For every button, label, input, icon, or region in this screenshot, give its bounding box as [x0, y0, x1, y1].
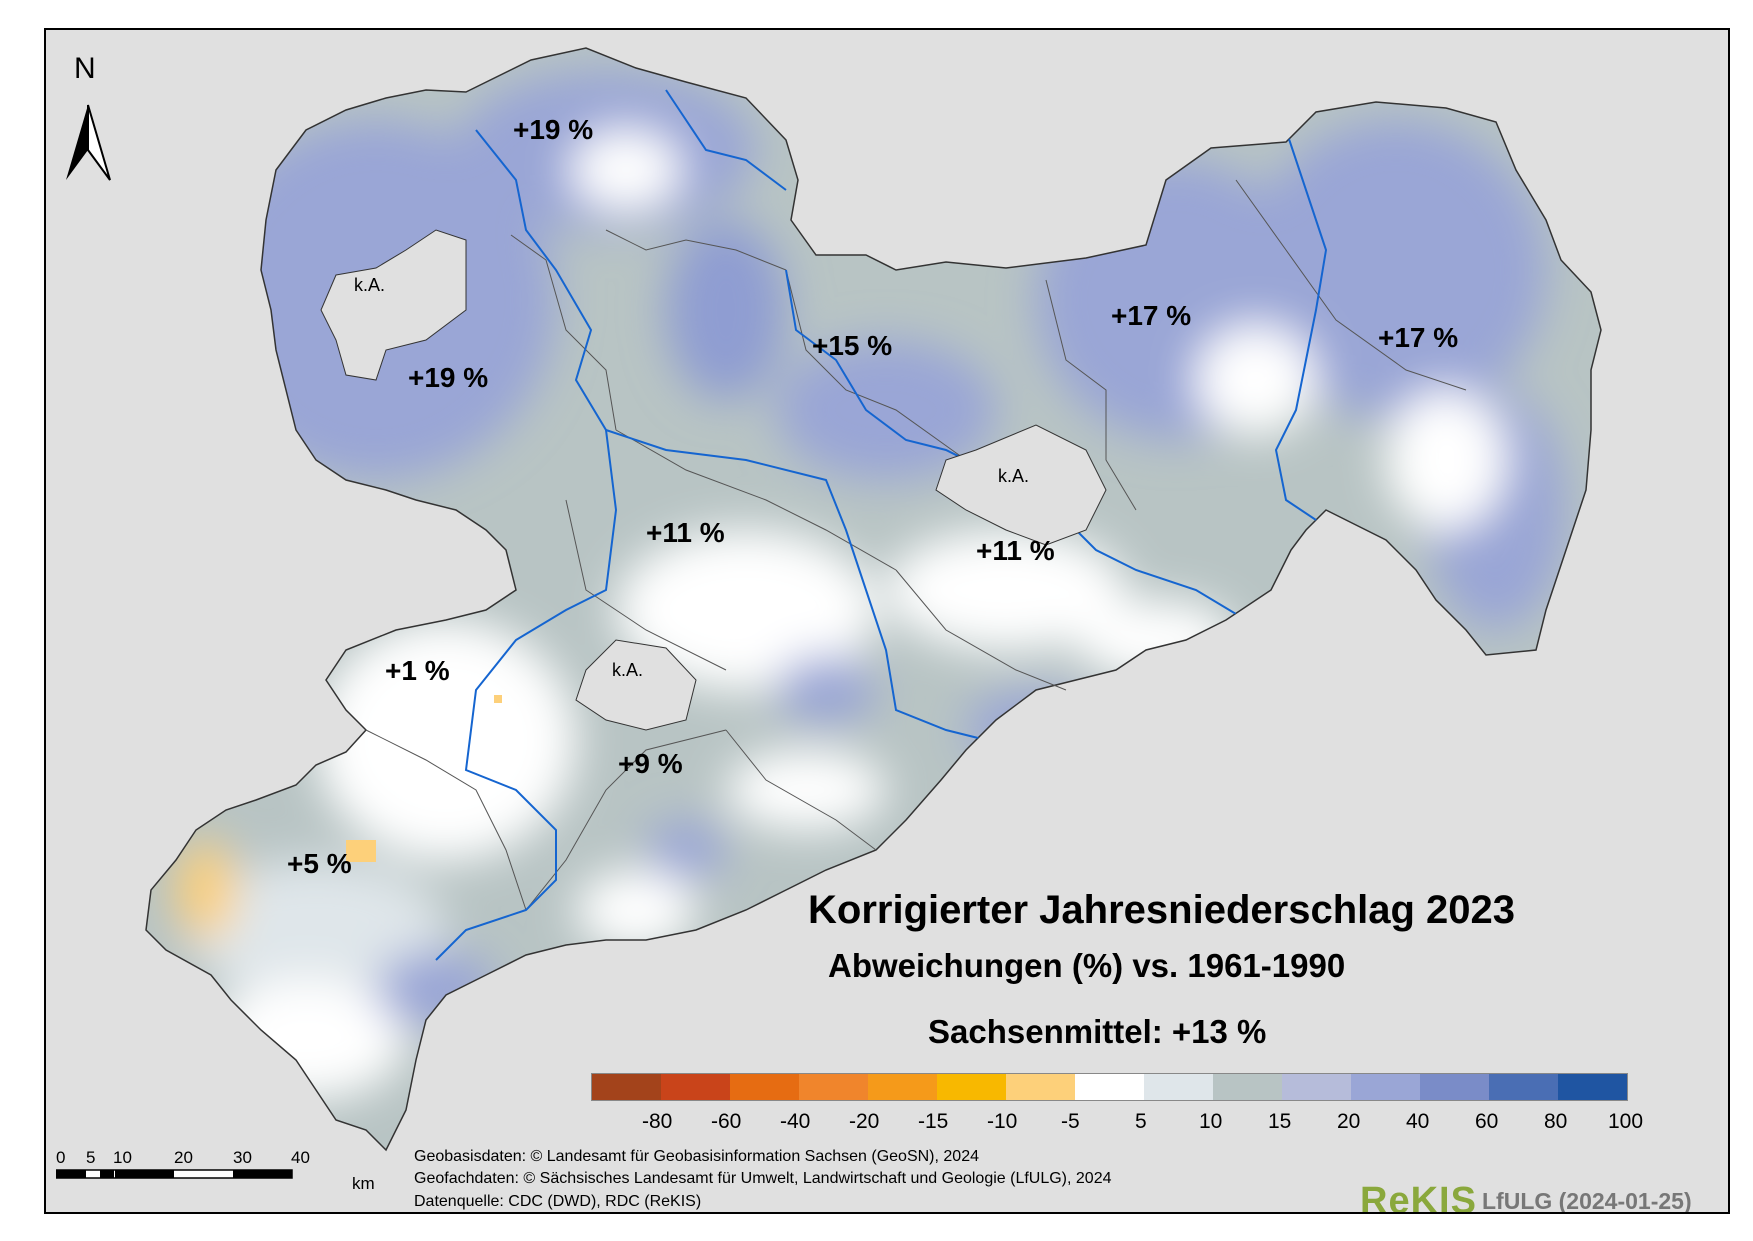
- legend-tick: 80: [1544, 1110, 1568, 1133]
- legend-tick: 40: [1406, 1110, 1430, 1133]
- no-data-label: k.A.: [612, 660, 644, 680]
- legend-tick: -60: [711, 1110, 742, 1133]
- scale-number: 20: [174, 1148, 193, 1167]
- legend-swatch: [1075, 1074, 1144, 1100]
- lfulg-label: LfULG (2024-01-25): [1482, 1188, 1692, 1214]
- scale-unit: km: [352, 1174, 375, 1193]
- legend-tick: 60: [1475, 1110, 1499, 1133]
- legend-tick: 10: [1199, 1110, 1223, 1133]
- legend-colorbar: [591, 1073, 1628, 1101]
- saxony-map: [145, 47, 1602, 1151]
- rivers: [435, 89, 1347, 961]
- credit-line: Geobasisdaten: © Landesamt für Geobasisi…: [414, 1148, 979, 1165]
- legend-swatch: [868, 1074, 937, 1100]
- scale-number: 30: [233, 1148, 252, 1167]
- scale-bar: [56, 1169, 293, 1179]
- legend-tick: -20: [849, 1110, 880, 1133]
- scale-number: 10: [113, 1148, 132, 1167]
- legend-swatch: [799, 1074, 868, 1100]
- region-label: +17 %: [1111, 300, 1192, 331]
- legend-swatch: [1144, 1074, 1213, 1100]
- region-label: +15 %: [812, 330, 893, 361]
- region-label: +5 %: [287, 848, 352, 879]
- legend-tick: -10: [987, 1110, 1018, 1133]
- legend-swatch: [661, 1074, 730, 1100]
- map-subtitle: Abweichungen (%) vs. 1961-1990: [828, 947, 1346, 984]
- legend-tick: 100: [1608, 1110, 1644, 1133]
- district-borders: [365, 179, 1467, 911]
- credit-line: Datenquelle: CDC (DWD), RDC (ReKIS): [414, 1193, 702, 1210]
- legend-swatch: [1489, 1074, 1558, 1100]
- legend-swatch: [1558, 1074, 1627, 1100]
- legend-tick: -15: [918, 1110, 949, 1133]
- no-data-label: k.A.: [998, 466, 1030, 486]
- no-data-label: k.A.: [354, 275, 386, 295]
- region-label: +1 %: [385, 655, 450, 686]
- legend-tick: -80: [642, 1110, 673, 1133]
- region-label: +19 %: [408, 362, 489, 393]
- legend-tick: 15: [1268, 1110, 1292, 1133]
- legend-tick: -40: [780, 1110, 811, 1133]
- north-arrow-icon: [66, 104, 111, 181]
- saxony-mean: Sachsenmittel: +13 %: [928, 1013, 1267, 1050]
- region-label: +11 %: [976, 535, 1055, 566]
- region-label: +17 %: [1378, 322, 1459, 353]
- scale-number: 0: [56, 1148, 66, 1167]
- legend-swatch: [937, 1074, 1006, 1100]
- precipitation-field: [146, 48, 1601, 1150]
- region-label: +9 %: [618, 748, 683, 779]
- legend-swatch: [1351, 1074, 1420, 1100]
- map-frame: Korrigierter Jahresniederschlag 2023 Abw…: [44, 28, 1730, 1214]
- rekis-logo: ReKIS: [1360, 1180, 1477, 1214]
- scale-number: 5: [86, 1148, 96, 1167]
- map-title: Korrigierter Jahresniederschlag 2023: [808, 888, 1516, 932]
- legend-tick: -5: [1061, 1110, 1080, 1133]
- credit-line: Geofachdaten: © Sächsisches Landesamt fü…: [414, 1170, 1112, 1187]
- legend-swatch: [1006, 1074, 1075, 1100]
- north-label: N: [74, 52, 96, 85]
- scale-number: 40: [291, 1148, 310, 1167]
- legend-swatch: [592, 1074, 661, 1100]
- region-label: +11 %: [646, 517, 725, 548]
- legend-swatch: [730, 1074, 799, 1100]
- legend-swatch: [1282, 1074, 1351, 1100]
- no-data-areas: [320, 229, 1107, 731]
- region-label: +19 %: [513, 114, 594, 145]
- legend-swatch: [1420, 1074, 1489, 1100]
- legend-tick: 20: [1337, 1110, 1361, 1133]
- legend-swatch: [1213, 1074, 1282, 1100]
- legend-tick: 5: [1135, 1110, 1147, 1133]
